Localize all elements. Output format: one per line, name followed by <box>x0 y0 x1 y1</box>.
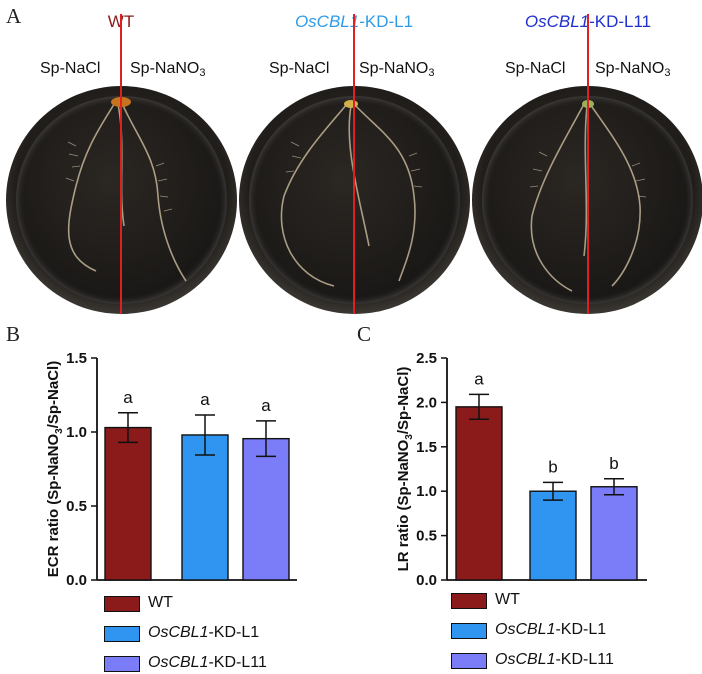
genotype-title-text: -KD-L11 <box>589 12 652 31</box>
y-axis-label: LR ratio (Sp-NaNO3/Sp-NaCl) <box>395 367 415 572</box>
significance-letter: a <box>200 390 210 409</box>
panel-label-c: C <box>357 322 372 346</box>
y-tick-label: 2.5 <box>416 350 437 367</box>
legend-text: WT <box>148 594 173 611</box>
y-tick-label: 1.0 <box>66 424 87 441</box>
legend-text: -KD-L1 <box>555 621 607 638</box>
divider-line <box>120 14 122 314</box>
legend-text: -KD-L11 <box>555 651 614 668</box>
y-tick-label: 1.5 <box>416 439 437 456</box>
root-system-image <box>529 100 647 292</box>
genotype-title-kd-l1: OsCBL1-KD-L1 <box>295 12 413 32</box>
legend-label: OsCBL1-KD-L11 <box>148 654 267 672</box>
condition-label-sub: 3 <box>428 67 435 79</box>
condition-label-right: Sp-NaNO3 <box>359 60 434 79</box>
significance-letter: b <box>548 457 557 476</box>
panel-label-b: B <box>6 322 21 346</box>
panel-label-a: A <box>6 4 22 28</box>
legend-swatch <box>451 653 487 669</box>
condition-label-left: Sp-NaCl <box>40 60 101 77</box>
significance-letter: b <box>609 454 618 473</box>
genotype-title-text: -KD-L1 <box>359 12 414 31</box>
condition-label-sub: 3 <box>664 67 671 79</box>
legend-swatch <box>451 593 487 609</box>
condition-label-right: Sp-NaNO3 <box>595 60 670 79</box>
legend-text: -KD-L1 <box>208 624 260 641</box>
y-tick-label: 0.5 <box>416 528 437 545</box>
legend-swatch <box>451 623 487 639</box>
y-tick-label: 0.0 <box>416 572 437 589</box>
bar <box>590 486 638 581</box>
genotype-title-kd-l11: OsCBL1-KD-L11 <box>525 12 651 32</box>
legend-label: WT <box>148 594 173 612</box>
legend-label: OsCBL1-KD-L1 <box>495 621 606 639</box>
y-tick-label: 1.0 <box>416 483 437 500</box>
legend-label: WT <box>495 591 520 609</box>
y-tick-label: 2.0 <box>416 394 437 411</box>
bar <box>181 434 229 581</box>
legend-label: OsCBL1-KD-L1 <box>148 624 259 642</box>
legend-italic: OsCBL1 <box>148 654 209 671</box>
condition-label-base: Sp-NaNO <box>595 60 665 77</box>
y-tick-label: 0.5 <box>66 498 87 515</box>
legend-text: WT <box>495 591 520 608</box>
legend-swatch <box>104 656 140 672</box>
legend-text: -KD-L11 <box>208 654 267 671</box>
significance-letter: a <box>261 396 271 415</box>
bar <box>529 490 577 581</box>
genotype-title-italic: OsCBL1 <box>294 12 360 31</box>
legend-italic: OsCBL1 <box>148 624 209 641</box>
bar <box>455 406 503 581</box>
condition-label-left: Sp-NaCl <box>269 60 330 77</box>
genotype-title-italic: OsCBL1 <box>524 12 590 31</box>
y-tick-label: 0.0 <box>66 572 87 589</box>
legend-swatch <box>104 626 140 642</box>
condition-label-left: Sp-NaCl <box>505 60 566 77</box>
y-axis-label: ECR ratio (Sp-NaNO3/Sp-NaCl) <box>45 361 65 577</box>
significance-letter: a <box>474 369 484 388</box>
legend-swatch <box>104 596 140 612</box>
bar <box>242 437 290 581</box>
condition-label-right: Sp-NaNO3 <box>130 60 205 79</box>
divider-line <box>587 14 589 314</box>
legend-italic: OsCBL1 <box>495 651 556 668</box>
lr-ratio-chart: 0.0 0.5 1.0 1.5 2.0 2.5LR ratio (Sp-NaNO3/Sp-… <box>395 350 647 589</box>
legend-italic: OsCBL1 <box>495 621 556 638</box>
condition-label-base: Sp-NaNO <box>359 60 429 77</box>
legend-label: OsCBL1-KD-L11 <box>495 651 614 669</box>
condition-label-base: Sp-NaNO <box>130 60 200 77</box>
divider-line <box>353 14 355 314</box>
y-tick-label: 1.5 <box>66 350 87 367</box>
condition-label-sub: 3 <box>199 67 206 79</box>
bar <box>104 426 152 581</box>
significance-letter: a <box>123 388 133 407</box>
